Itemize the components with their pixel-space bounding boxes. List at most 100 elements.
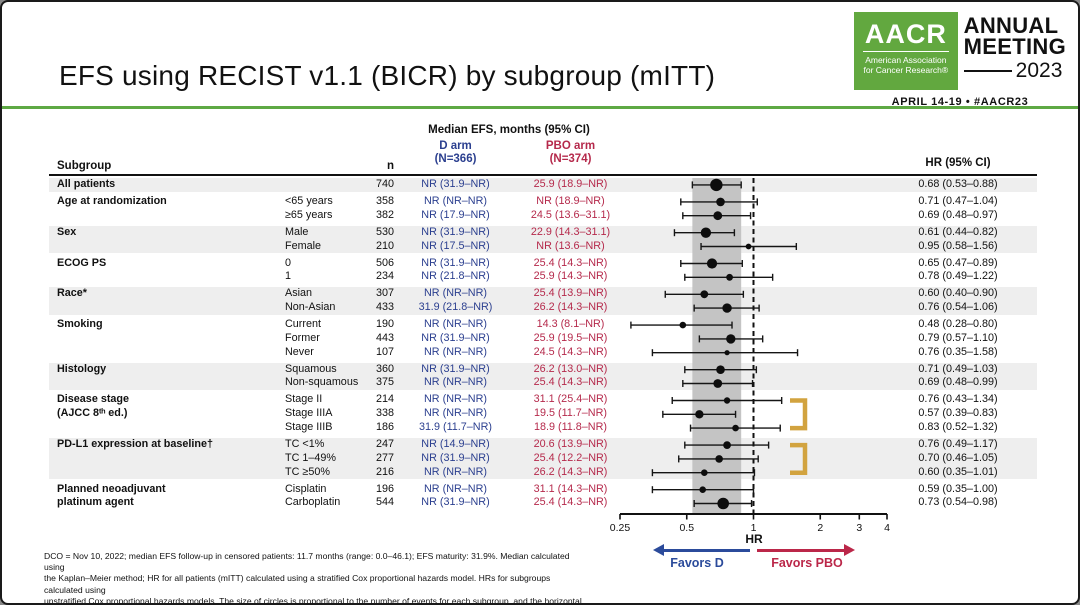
table-row: Disease stage Stage II 214 NR (NR–NR) 31…: [49, 393, 1037, 407]
subgroup-label: Race*: [57, 287, 88, 300]
table-row: Non-Asian 433 31.9 (21.8–NR) 26.2 (14.3–…: [49, 301, 1037, 315]
subgroup-label: Disease stage: [57, 393, 130, 406]
subgroup-label: Age at randomization: [57, 194, 167, 207]
meeting-line1: ANNUAL: [963, 13, 1059, 38]
hr-point: [701, 469, 708, 477]
n-value: 196: [375, 482, 394, 495]
hr-point: [710, 178, 723, 192]
pbo-arm-value: 26.2 (14.3–NR): [533, 465, 608, 478]
axis-tick-label: 1: [751, 522, 757, 534]
hr-point: [745, 243, 752, 250]
hr-value: 0.57 (0.39–0.83): [918, 407, 998, 420]
subgroup-level: Stage IIIA: [285, 407, 333, 420]
table-row: Sex Male 530 NR (31.9–NR) 22.9 (14.3–31.…: [49, 225, 1037, 240]
table-row: 1 234 NR (21.8–NR) 25.9 (14.3–NR) 0.78 (…: [49, 270, 1037, 284]
table-row: PD-L1 expression at baseline† TC <1% 247…: [49, 438, 1037, 452]
page-title: EFS using RECIST v1.1 (BICR) by subgroup…: [59, 60, 716, 91]
hr-point: [723, 441, 731, 449]
n-value: 107: [375, 345, 394, 358]
hr-value: 0.60 (0.40–0.90): [918, 287, 998, 300]
header-rule: [49, 174, 1037, 176]
subgroup-level: Female: [285, 239, 322, 252]
meeting-year-row: 2023: [963, 59, 1066, 83]
meeting-line2: MEETING: [963, 34, 1066, 59]
axis-tick-label: 0.5: [679, 522, 694, 534]
pbo-arm-value: 25.4 (14.3–NR): [533, 256, 608, 269]
n-value: 358: [375, 194, 394, 207]
n-value: 214: [375, 393, 394, 406]
subgroup-level: Squamous: [285, 362, 337, 375]
hr-value: 0.60 (0.35–1.01): [918, 465, 998, 478]
year-line: [963, 70, 1012, 72]
n-value: 338: [375, 407, 394, 420]
title-divider: [2, 106, 1078, 109]
n-value: 375: [375, 376, 394, 389]
subgroup-level: Male: [285, 225, 309, 238]
n-column-header: n: [386, 160, 394, 172]
pbo-arm-value: 24.5 (14.3–NR): [533, 345, 608, 358]
subgroup-label: ECOG PS: [57, 256, 107, 269]
subgroup-label: (AJCC 8ᵗʰ ed.): [57, 407, 128, 420]
hr-point: [713, 379, 723, 388]
hr-point: [732, 424, 739, 432]
hr-axis-label: HR: [745, 532, 763, 546]
table-row: TC 1–49% 277 NR (31.9–NR) 25.4 (12.2–NR)…: [49, 451, 1037, 466]
d-arm-value: NR (31.9–NR): [421, 225, 490, 238]
n-value: 210: [375, 239, 394, 252]
subgroup-label: [49, 421, 285, 435]
table-row: Stage IIIB 186 31.9 (11.7–NR) 18.9 (11.8…: [49, 421, 1037, 435]
subgroup-level: TC ≥50%: [285, 465, 330, 478]
pbo-arm-value: 25.4 (12.2–NR): [533, 451, 608, 464]
pbo-arm-value: 26.2 (14.3–NR): [533, 301, 608, 314]
hr-point: [726, 334, 736, 344]
table-row: Former 443 NR (31.9–NR) 25.9 (19.5–NR) 0…: [49, 332, 1037, 346]
subgroup-label: Histology: [57, 362, 107, 375]
pbo-arm-value: 25.4 (13.9–NR): [533, 287, 608, 300]
pbo-arm-value: 31.1 (25.4–NR): [533, 393, 608, 406]
d-arm-value: 31.9 (11.7–NR): [418, 421, 493, 434]
subgroup-label: [49, 376, 285, 390]
d-arm-value: NR (31.9–NR): [421, 256, 490, 269]
hr-point: [722, 303, 732, 313]
table-row: All patients 740 NR (31.9–NR) 25.9 (18.9…: [49, 178, 1037, 192]
hr-value: 0.70 (0.46–1.05): [918, 451, 998, 464]
pbo-arm-value: 18.9 (11.8–NR): [533, 421, 608, 434]
hr-point: [723, 397, 731, 404]
hr-point: [700, 290, 709, 299]
n-value: 433: [375, 301, 394, 314]
forest-plot: 0.25 0.5 1 2 3 4: [610, 178, 890, 534]
d-arm-value: NR (31.9–NR): [421, 331, 490, 344]
hr-point: [713, 211, 723, 221]
subgroup-level: Current: [285, 318, 322, 331]
table-row: ECOG PS 0 506 NR (31.9–NR) 25.4 (14.3–NR…: [49, 257, 1037, 271]
subgroup-label: [49, 332, 285, 346]
pbo-arm-value: 31.1 (14.3–NR): [533, 482, 608, 495]
aacr-org-line1: American Association: [865, 55, 947, 65]
subgroup-bracket: [790, 398, 808, 431]
d-arm-value: NR (31.9–NR): [421, 496, 490, 509]
hr-value: 0.48 (0.28–0.80): [918, 318, 998, 331]
hr-value: 0.95 (0.58–1.56): [918, 239, 998, 252]
pbo-arm-value: NR (18.9–NR): [536, 194, 605, 207]
axis-tick-label: 3: [856, 522, 862, 534]
pbo-arm-value: 25.9 (18.9–NR): [533, 178, 608, 190]
d-arm-value: NR (17.5–NR): [421, 239, 490, 252]
subgroup-level: 0: [285, 256, 292, 269]
hr-point: [717, 497, 729, 510]
pbo-arm-value: 20.6 (13.9–NR): [533, 438, 608, 451]
subgroup-label: [49, 240, 285, 254]
footnote-line: the Kaplan–Meier method; HR for all pati…: [44, 573, 551, 595]
d-arm-value: NR (NR–NR): [424, 318, 487, 331]
subgroup-label: Smoking: [57, 318, 103, 331]
pbo-arm-header-line2: (N=374): [549, 153, 592, 165]
subgroup-level: Former: [285, 331, 320, 344]
d-arm-value: NR (17.9–NR): [421, 208, 490, 221]
aacr-logo-mark: AACR American Association for Cancer Res…: [854, 12, 958, 90]
d-arm-value: NR (NR–NR): [424, 287, 487, 300]
pbo-arm-value: 14.3 (8.1–NR): [536, 318, 605, 331]
n-value: 382: [375, 208, 394, 221]
hr-value: 0.76 (0.35–1.58): [918, 345, 998, 358]
subgroup-label: [49, 466, 285, 480]
n-value: 307: [375, 287, 394, 300]
